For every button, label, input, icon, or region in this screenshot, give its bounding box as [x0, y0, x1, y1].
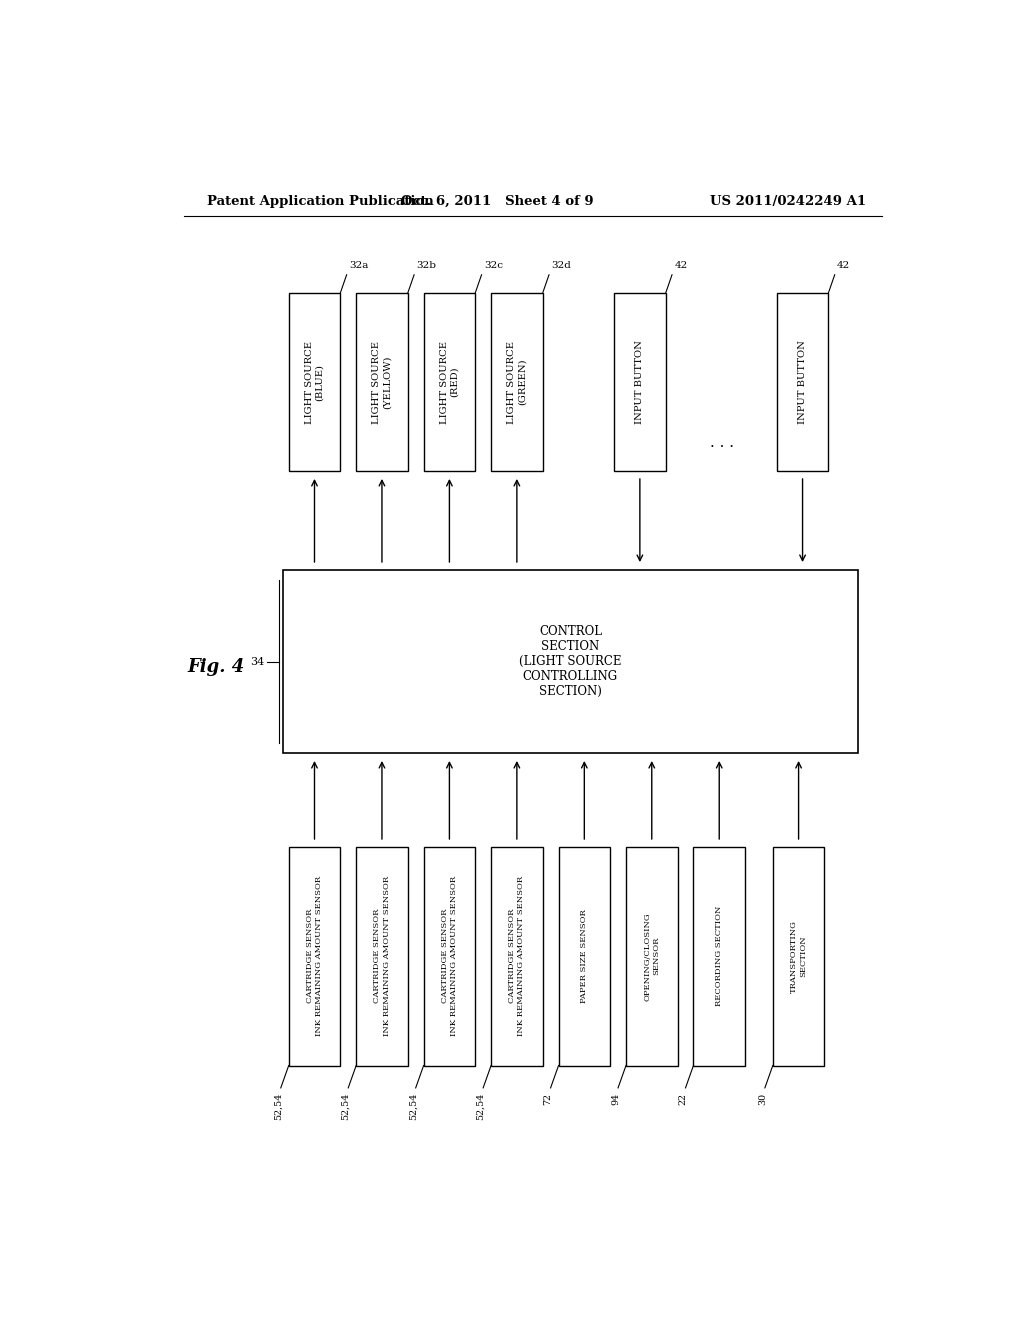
Text: Patent Application Publication: Patent Application Publication — [207, 194, 434, 207]
Text: PAPER SIZE SENSOR: PAPER SIZE SENSOR — [581, 909, 589, 1003]
Text: . . .: . . . — [710, 436, 733, 450]
Text: INPUT BUTTON: INPUT BUTTON — [635, 341, 644, 424]
Text: CONTROL
SECTION
(LIGHT SOURCE
CONTROLLING
SECTION): CONTROL SECTION (LIGHT SOURCE CONTROLLIN… — [519, 624, 622, 698]
Text: 52,54: 52,54 — [476, 1093, 485, 1121]
Text: TRANSPORTING
SECTION: TRANSPORTING SECTION — [790, 920, 807, 993]
Polygon shape — [492, 847, 543, 1065]
Text: 22: 22 — [679, 1093, 688, 1105]
Polygon shape — [777, 293, 828, 471]
Text: CARTRIDGE SENSOR
INK REMAINING AMOUNT SENSOR: CARTRIDGE SENSOR INK REMAINING AMOUNT SE… — [440, 876, 458, 1036]
Text: 52,54: 52,54 — [341, 1093, 350, 1121]
Text: CARTRIDGE SENSOR
INK REMAINING AMOUNT SENSOR: CARTRIDGE SENSOR INK REMAINING AMOUNT SE… — [508, 876, 525, 1036]
Polygon shape — [283, 570, 858, 752]
Text: LIGHT SOURCE
(YELLOW): LIGHT SOURCE (YELLOW) — [373, 341, 391, 424]
Text: 72: 72 — [544, 1093, 553, 1105]
Text: 32a: 32a — [349, 260, 369, 269]
Text: 42: 42 — [675, 260, 688, 269]
Text: US 2011/0242249 A1: US 2011/0242249 A1 — [710, 194, 866, 207]
Polygon shape — [356, 847, 408, 1065]
Polygon shape — [558, 847, 610, 1065]
Polygon shape — [289, 293, 340, 471]
Text: LIGHT SOURCE
(RED): LIGHT SOURCE (RED) — [439, 341, 459, 424]
Text: 34: 34 — [250, 656, 264, 667]
Polygon shape — [693, 847, 745, 1065]
Text: CARTRIDGE SENSOR
INK REMAINING AMOUNT SENSOR: CARTRIDGE SENSOR INK REMAINING AMOUNT SE… — [306, 876, 324, 1036]
Polygon shape — [289, 847, 340, 1065]
Text: 94: 94 — [611, 1093, 621, 1105]
Polygon shape — [626, 847, 678, 1065]
Text: OPENING/CLOSING
SENSOR: OPENING/CLOSING SENSOR — [643, 912, 660, 1001]
Polygon shape — [424, 847, 475, 1065]
Text: 52,54: 52,54 — [409, 1093, 418, 1121]
Polygon shape — [424, 293, 475, 471]
Text: 30: 30 — [758, 1093, 767, 1105]
Text: LIGHT SOURCE
(GREEN): LIGHT SOURCE (GREEN) — [507, 341, 526, 424]
Text: LIGHT SOURCE
(BLUE): LIGHT SOURCE (BLUE) — [305, 341, 325, 424]
Text: 32d: 32d — [551, 260, 571, 269]
Text: 32c: 32c — [484, 260, 503, 269]
Polygon shape — [773, 847, 824, 1065]
Text: RECORDING SECTION: RECORDING SECTION — [715, 906, 723, 1006]
Polygon shape — [356, 293, 408, 471]
Text: Fig. 4: Fig. 4 — [187, 657, 245, 676]
Text: 32b: 32b — [417, 260, 436, 269]
Text: 42: 42 — [837, 260, 850, 269]
Text: Oct. 6, 2011   Sheet 4 of 9: Oct. 6, 2011 Sheet 4 of 9 — [400, 194, 593, 207]
Polygon shape — [614, 293, 666, 471]
Text: CARTRIDGE SENSOR
INK REMAINING AMOUNT SENSOR: CARTRIDGE SENSOR INK REMAINING AMOUNT SE… — [374, 876, 390, 1036]
Text: 52,54: 52,54 — [273, 1093, 283, 1121]
Text: INPUT BUTTON: INPUT BUTTON — [798, 341, 807, 424]
Polygon shape — [492, 293, 543, 471]
